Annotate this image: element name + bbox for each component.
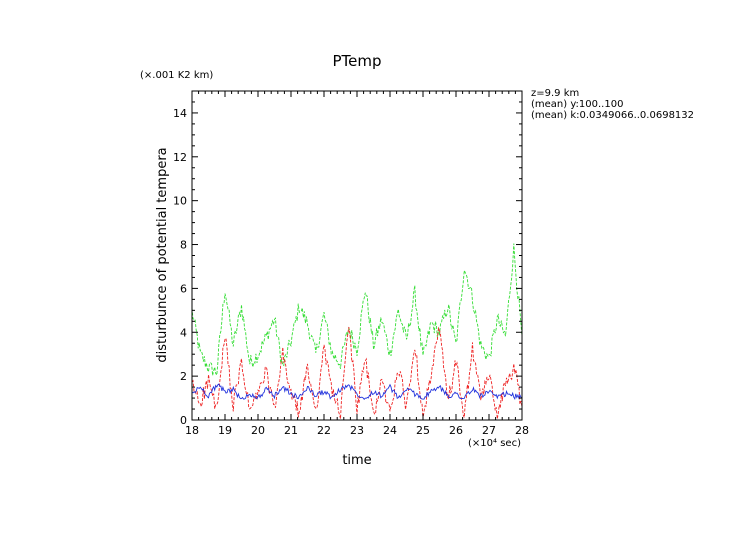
x-unit-label: (×10⁴ sec) — [468, 438, 521, 449]
x-tick-label: 21 — [284, 424, 298, 437]
x-tick-label: 25 — [416, 424, 430, 437]
x-tick-label: 22 — [317, 424, 331, 437]
y-tick-label: 6 — [180, 282, 187, 295]
series-layer — [191, 243, 523, 419]
x-tick-label: 26 — [449, 424, 463, 437]
x-axis-label: time — [342, 453, 371, 468]
y-tick-label: 8 — [180, 239, 187, 252]
x-tick-label: 24 — [383, 424, 397, 437]
x-tick-label: 19 — [218, 424, 232, 437]
series-blue-line — [191, 383, 523, 400]
y-unit-label: (×.001 K2 km) — [140, 70, 213, 81]
y-tick-label: 10 — [173, 195, 187, 208]
y-tick-label: 4 — [180, 326, 187, 339]
x-tick-label: 18 — [185, 424, 199, 437]
y-tick-label: 0 — [180, 414, 187, 427]
x-tick-label: 27 — [482, 424, 496, 437]
y-tick-label: 14 — [173, 107, 187, 120]
plot-frame — [191, 90, 523, 421]
y-tick-label: 2 — [180, 370, 187, 383]
x-tick-label: 28 — [515, 424, 529, 437]
x-tick-label: 20 — [251, 424, 265, 437]
y-tick-label: 12 — [173, 151, 187, 164]
y-axis-label: disturbunce of potential tempera — [155, 147, 170, 362]
x-tick-label: 23 — [350, 424, 364, 437]
annotation-mean-k: (mean) k:0.0349066..0.0698132 — [531, 110, 694, 121]
chart-title: PTemp — [332, 52, 381, 70]
series-green-line — [191, 243, 523, 377]
series-red-line — [191, 326, 523, 419]
annotation-z: z=9.9 km — [531, 88, 579, 99]
annotation-mean-y: (mean) y:100..100 — [531, 99, 623, 110]
